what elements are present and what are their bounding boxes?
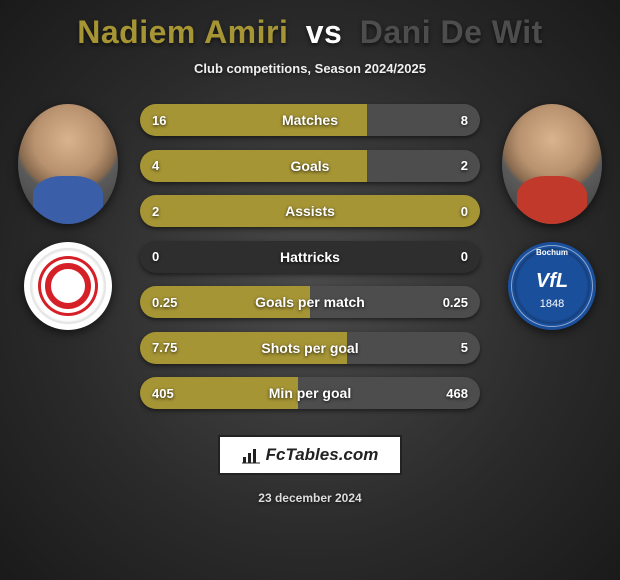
stat-label: Goals per match bbox=[140, 286, 480, 318]
stat-label: Hattricks bbox=[140, 241, 480, 273]
stat-row: 7.755Shots per goal bbox=[140, 332, 480, 364]
player1-avatar bbox=[18, 104, 118, 224]
stat-row: 0.250.25Goals per match bbox=[140, 286, 480, 318]
stat-label: Goals bbox=[140, 150, 480, 182]
stat-label: Min per goal bbox=[140, 377, 480, 409]
main-row: 168Matches 42Goals 20Assists 00Hattricks 0.2… bbox=[0, 104, 620, 409]
stat-row: 168Matches bbox=[140, 104, 480, 136]
chart-icon bbox=[242, 446, 260, 464]
right-side: Bochum bbox=[502, 104, 602, 330]
left-side bbox=[18, 104, 118, 330]
brand-badge: FcTables.com bbox=[218, 435, 403, 475]
content: Nadiem Amiri vs Dani De Wit Club competi… bbox=[0, 0, 620, 580]
title-vs: vs bbox=[306, 14, 343, 50]
stat-row: 42Goals bbox=[140, 150, 480, 182]
stat-label: Assists bbox=[140, 195, 480, 227]
stat-row: 00Hattricks bbox=[140, 241, 480, 273]
stat-row: 20Assists bbox=[140, 195, 480, 227]
title-player2: Dani De Wit bbox=[360, 14, 543, 50]
player1-club-badge bbox=[24, 242, 112, 330]
footer-date: 23 december 2024 bbox=[258, 491, 361, 505]
subtitle: Club competitions, Season 2024/2025 bbox=[194, 61, 426, 76]
player2-club-badge: Bochum bbox=[508, 242, 596, 330]
stat-row: 405468Min per goal bbox=[140, 377, 480, 409]
brand-text: FcTables.com bbox=[266, 445, 379, 465]
stat-label: Shots per goal bbox=[140, 332, 480, 364]
title-player1: Nadiem Amiri bbox=[77, 14, 288, 50]
comparison-title: Nadiem Amiri vs Dani De Wit bbox=[77, 14, 542, 51]
stat-label: Matches bbox=[140, 104, 480, 136]
stat-bars: 168Matches 42Goals 20Assists 00Hattricks 0.2… bbox=[140, 104, 480, 409]
club-ring bbox=[511, 245, 593, 327]
player2-avatar bbox=[502, 104, 602, 224]
